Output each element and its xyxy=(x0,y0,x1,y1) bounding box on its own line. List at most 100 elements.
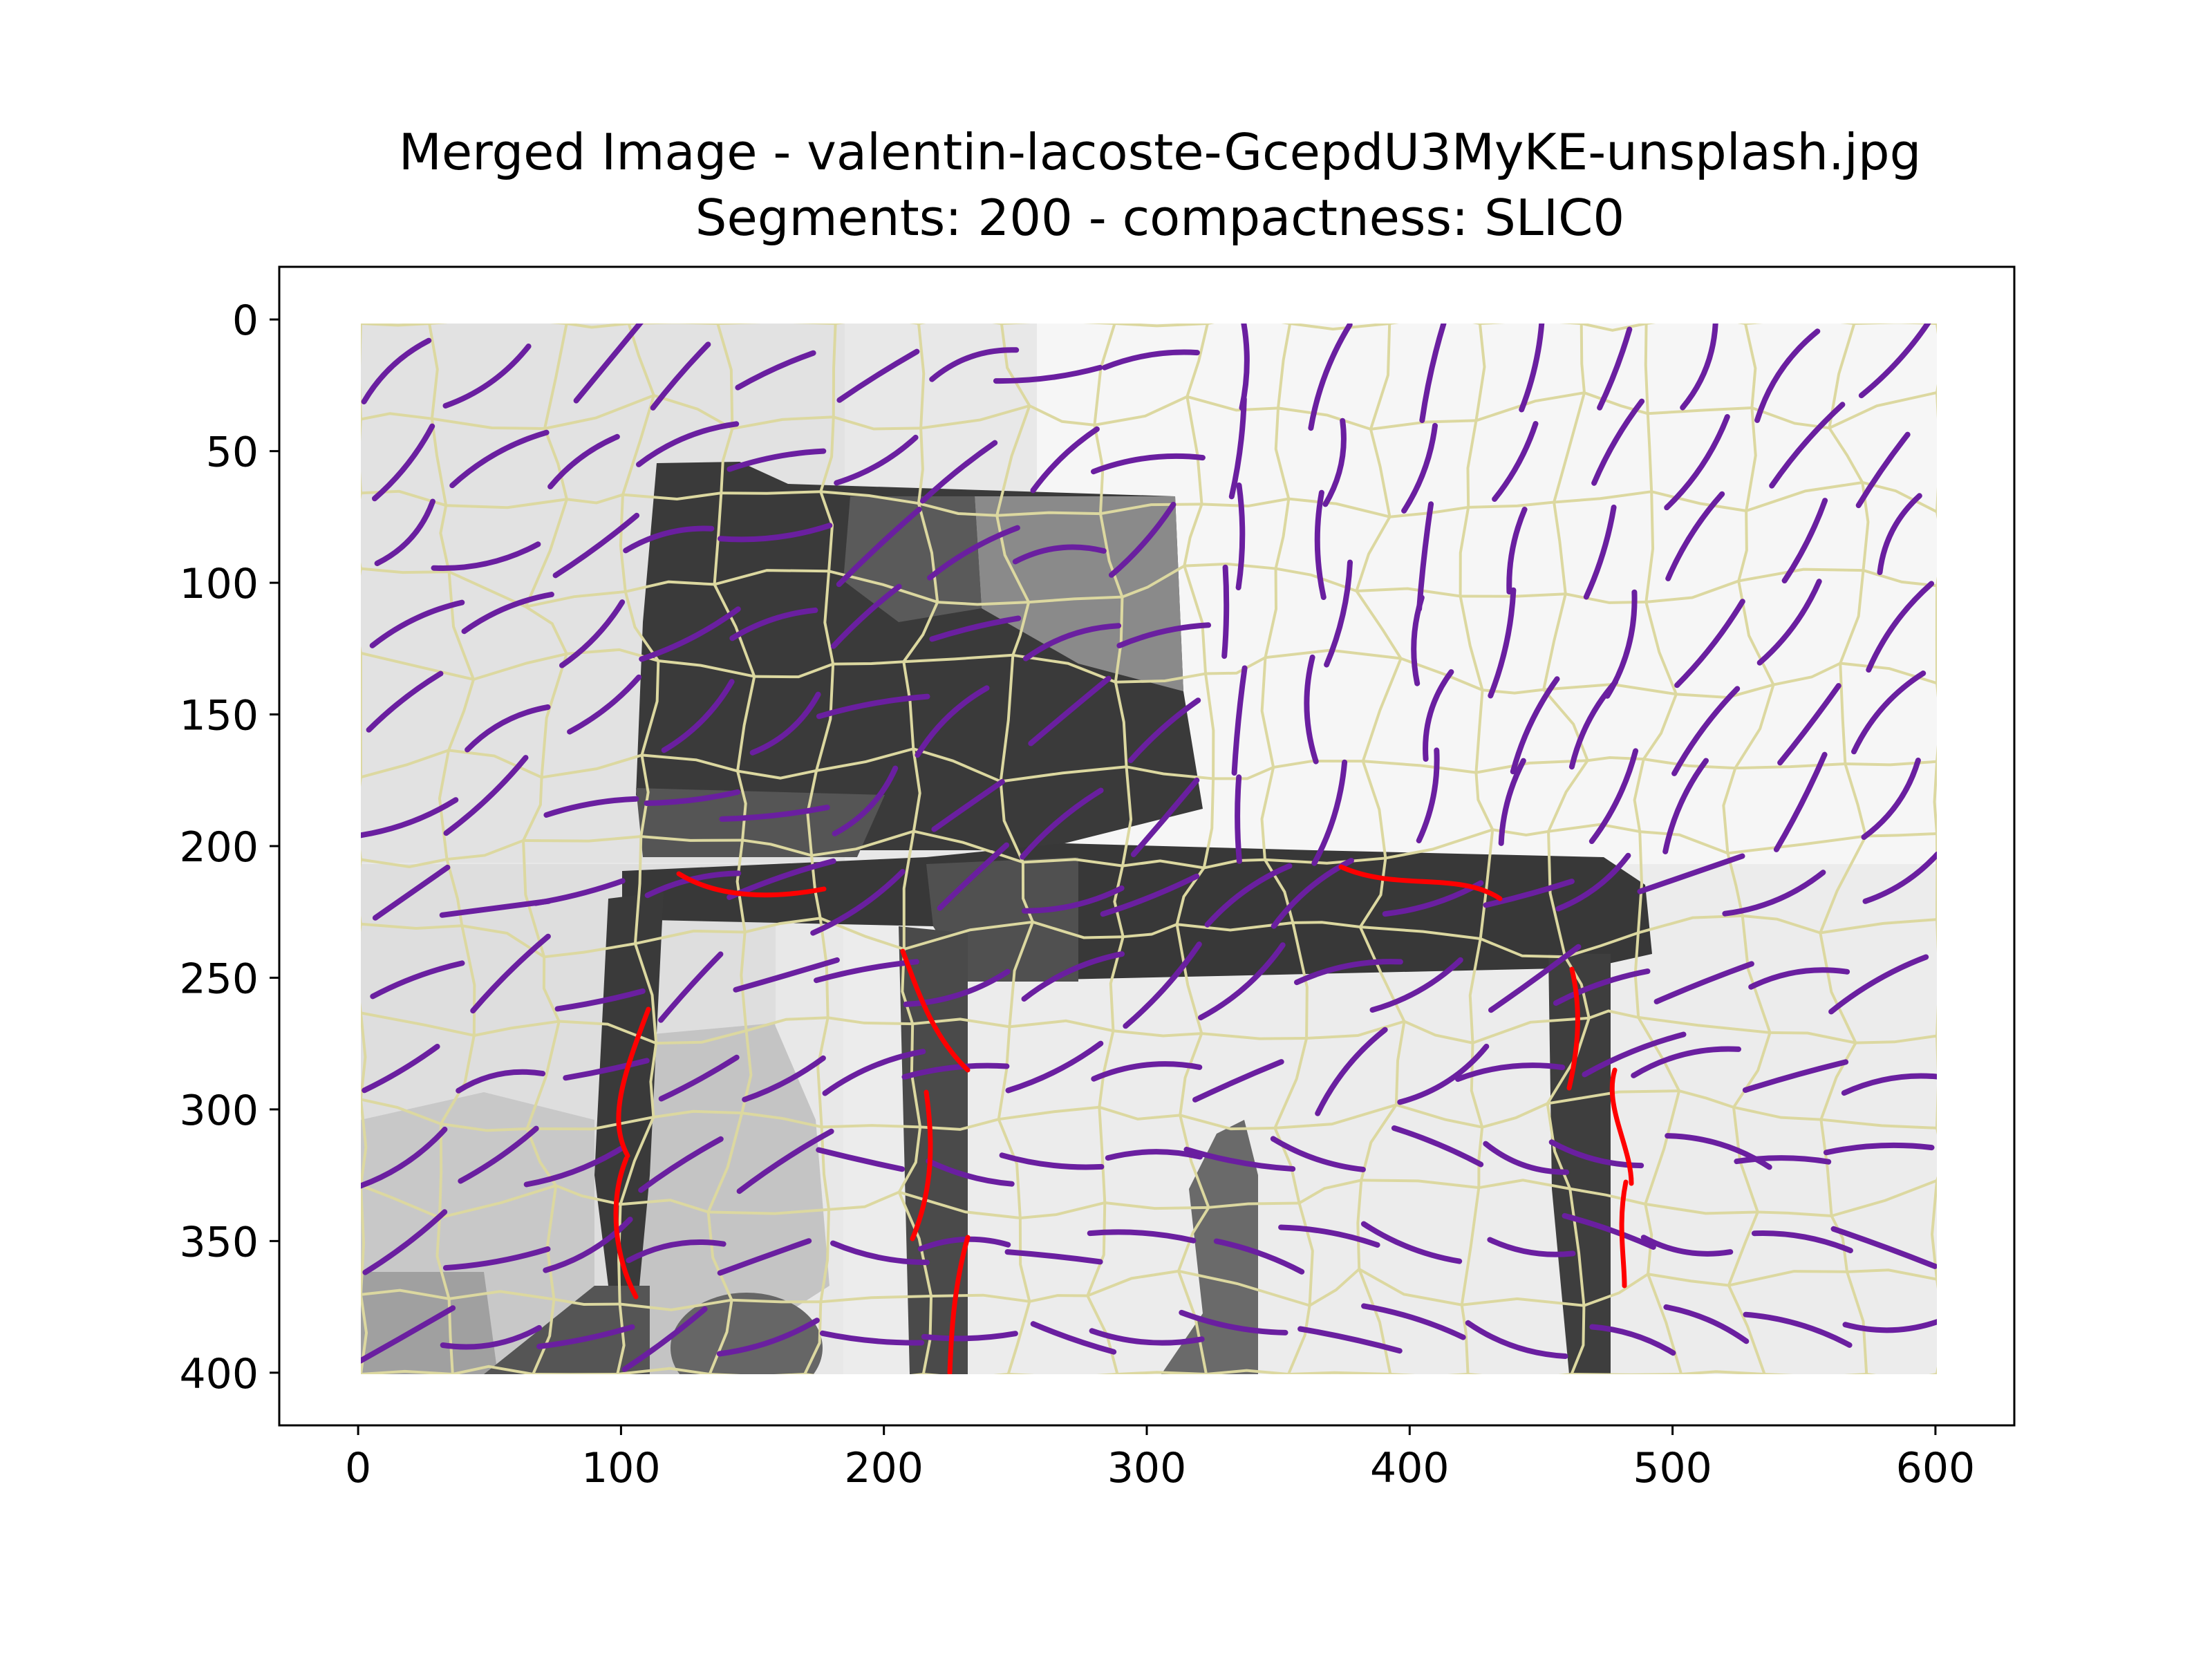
segment-boundary xyxy=(1100,503,1202,516)
y-tick-label: 200 xyxy=(179,823,259,872)
flow-line xyxy=(563,1058,650,1081)
segment-boundary xyxy=(1356,1180,1363,1270)
flow-line xyxy=(921,1331,1018,1342)
segment-boundary xyxy=(361,858,447,868)
segment-boundary xyxy=(1008,921,1034,1027)
flow-line xyxy=(717,1238,812,1276)
flow-line xyxy=(937,842,1010,911)
segment-boundary xyxy=(361,412,433,421)
flow-line xyxy=(658,951,724,1023)
flow-line xyxy=(1653,961,1754,1004)
flow-line xyxy=(735,350,816,391)
segment-boundary xyxy=(1839,663,1847,765)
segment-boundary xyxy=(525,590,626,608)
flow-line xyxy=(449,429,550,489)
segment-boundary xyxy=(1260,657,1275,768)
segment-boundary xyxy=(931,1293,1030,1303)
flow-line xyxy=(458,1125,539,1184)
segment-boundary xyxy=(1264,856,1386,865)
segment-boundary xyxy=(438,750,450,860)
flow-line xyxy=(920,440,998,504)
segment-boundary xyxy=(1647,406,1752,415)
segment-boundary xyxy=(744,917,821,934)
segment-boundary xyxy=(1202,778,1215,868)
y-axis-ticks: 0 50 100 150 200 250 300 350 400 xyxy=(179,297,279,1398)
segment-boundary xyxy=(1011,601,1031,656)
flow-line xyxy=(830,1240,930,1266)
flow-line xyxy=(1488,587,1517,699)
segment-boundary xyxy=(1309,1268,1360,1307)
segment-boundary xyxy=(620,1199,709,1214)
segment-boundary xyxy=(1179,1114,1210,1208)
segment-boundary xyxy=(903,653,1013,664)
segment-boundary xyxy=(1727,1211,1759,1286)
segment-boundary xyxy=(920,1118,1000,1131)
flow-line xyxy=(1568,679,1618,770)
segment-boundary xyxy=(527,1116,654,1131)
segment-boundary xyxy=(917,324,926,429)
flow-line xyxy=(1213,1238,1305,1275)
flow-line xyxy=(1235,482,1246,590)
segment-boundary xyxy=(1840,662,1937,685)
segment-boundary xyxy=(1733,1105,1821,1121)
segment-boundary xyxy=(1644,324,1649,414)
flow-line xyxy=(993,364,1103,384)
x-tick-label: 400 xyxy=(1370,1444,1450,1492)
flow-line xyxy=(1781,498,1828,583)
flow-line xyxy=(1192,1059,1284,1103)
flow-line xyxy=(1314,489,1327,600)
flow-line xyxy=(1663,1304,1750,1344)
flow-line xyxy=(1021,951,1125,1002)
flow-line xyxy=(1877,493,1922,575)
flow-line xyxy=(1742,1059,1849,1093)
segment-boundary xyxy=(714,569,830,586)
flow-line xyxy=(1483,879,1575,908)
segment-boundary xyxy=(803,1302,823,1374)
flow-line xyxy=(1108,501,1177,578)
flow-line xyxy=(369,599,465,648)
flow-line xyxy=(547,433,620,489)
segment-boundary xyxy=(1580,324,1586,393)
flow-line xyxy=(465,704,551,753)
segment-boundary xyxy=(1831,1179,1937,1217)
segment-boundary xyxy=(361,324,430,327)
y-tick-label: 250 xyxy=(179,955,259,1003)
flow-line xyxy=(1020,787,1104,860)
segment-boundary xyxy=(447,679,475,751)
segment-boundary xyxy=(1479,1179,1571,1190)
segment-boundary xyxy=(435,1217,451,1300)
segment-boundary xyxy=(440,1122,527,1132)
segment-boundary xyxy=(1726,852,1744,917)
segment-boundary xyxy=(1727,1284,1766,1374)
segment-boundary xyxy=(1475,391,1585,422)
flow-line xyxy=(1455,1062,1566,1082)
flow-line xyxy=(999,1152,1105,1170)
title-line-2: Segments: 200 - compactness: SLIC0 xyxy=(695,189,1624,247)
segment-boundary xyxy=(532,1299,556,1374)
segment-boundary xyxy=(1029,1294,1088,1303)
flow-line xyxy=(1369,957,1463,1013)
y-tick-label: 0 xyxy=(232,297,259,345)
flow-line xyxy=(543,1217,633,1273)
segment-boundary xyxy=(1644,601,1678,695)
segment-boundary xyxy=(1734,684,1775,769)
flow-line xyxy=(819,1330,925,1346)
segment-boundary xyxy=(832,324,837,418)
segment-boundary xyxy=(1020,1201,1105,1219)
segment-boundary xyxy=(474,1020,559,1037)
flow-line xyxy=(1022,623,1122,662)
segment-boundary xyxy=(736,676,756,771)
x-tick-label: 0 xyxy=(345,1444,371,1492)
segment-boundary xyxy=(641,753,738,773)
segment-boundary xyxy=(819,1209,830,1302)
segment-boundary xyxy=(361,922,462,930)
segment-boundary xyxy=(361,1098,442,1125)
segment-boundary xyxy=(1819,932,1857,1044)
segment-boundary xyxy=(1186,395,1279,412)
segment-boundary xyxy=(1646,579,1739,603)
segment-boundary xyxy=(1291,922,1309,1039)
flow-line xyxy=(1315,1027,1388,1116)
segment-boundary xyxy=(445,859,464,926)
flow-line xyxy=(816,1147,906,1172)
flow-line xyxy=(716,1318,820,1357)
